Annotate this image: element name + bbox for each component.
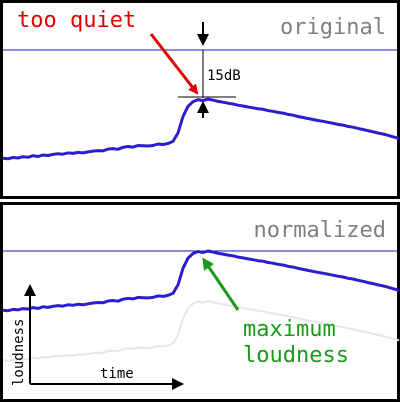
maximum-loudness-label-line1: maximum (243, 317, 336, 342)
original-waveform (2, 97, 400, 161)
original-ghost-waveform (2, 300, 400, 362)
original-panel: original too quiet 15dB (0, 0, 400, 199)
axes: loudness time (11, 284, 184, 390)
gain-marker: 15dB (178, 22, 241, 118)
maximum-loudness-label-line2: loudness (243, 343, 349, 368)
too-quiet-arrow (149, 33, 199, 95)
maximum-loudness-arrow (202, 257, 240, 311)
original-title: original (280, 15, 386, 40)
x-axis-label: time (100, 366, 134, 382)
normalized-waveform (2, 249, 400, 313)
normalized-panel: normalized maximum loudness loudness tim… (0, 202, 400, 402)
too-quiet-label: too quiet (17, 8, 136, 33)
normalized-title: normalized (254, 218, 386, 243)
gain-label: 15dB (207, 68, 241, 84)
y-axis-label: loudness (11, 319, 27, 386)
